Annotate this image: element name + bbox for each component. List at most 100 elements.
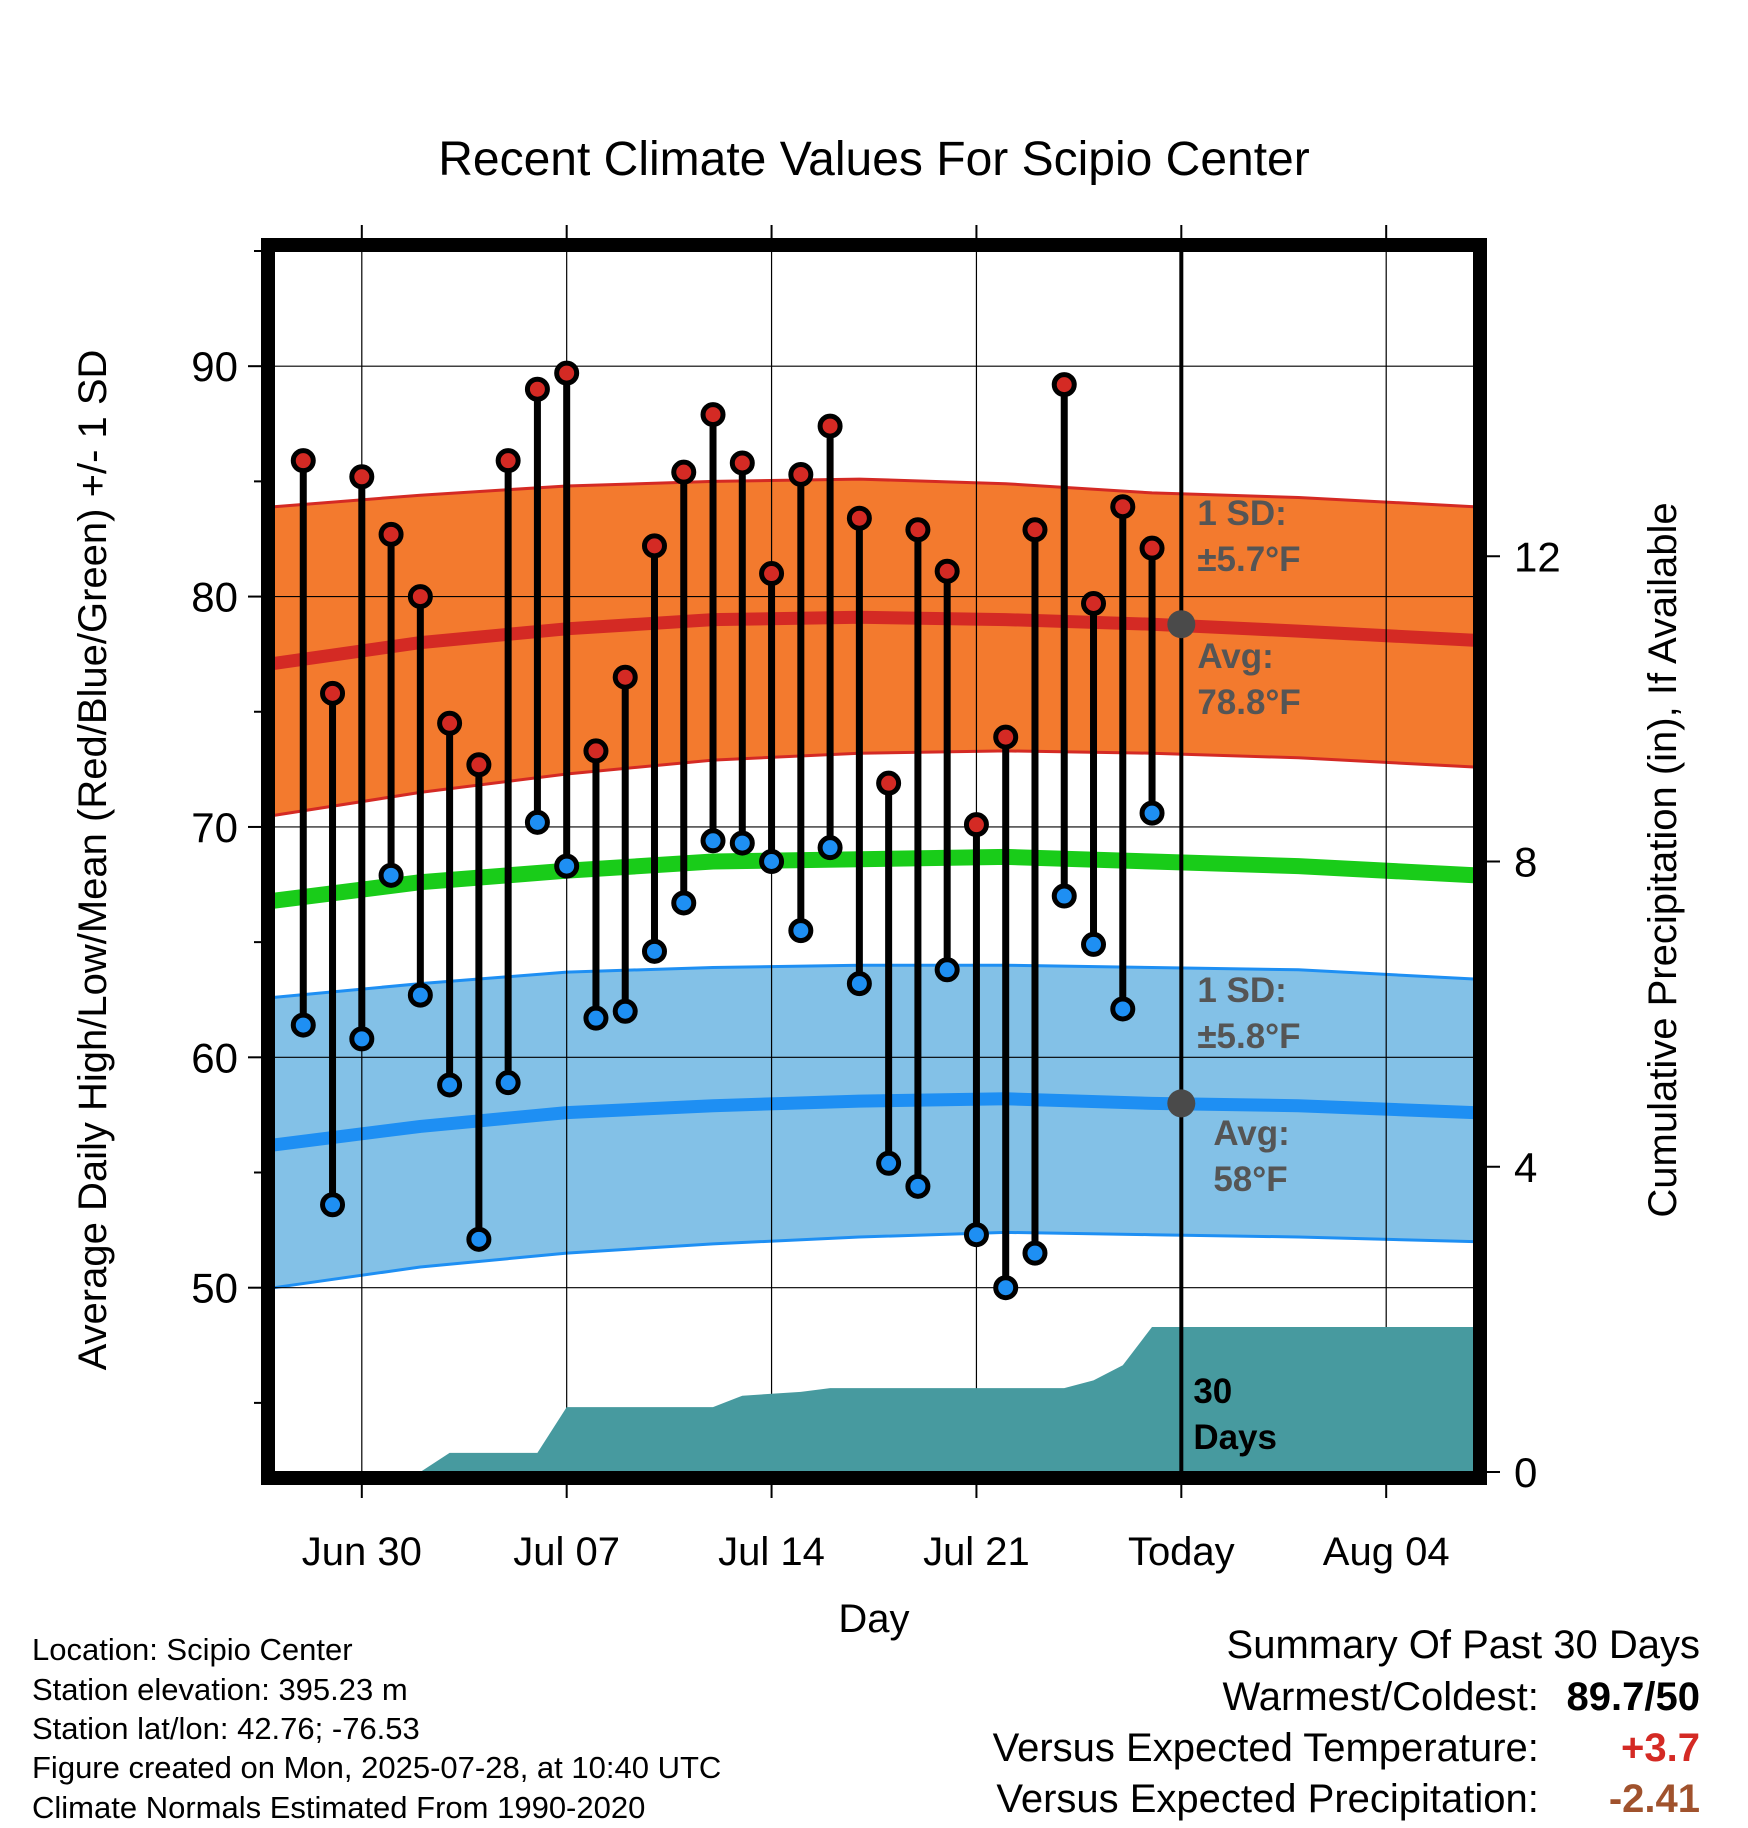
daily-low-point	[846, 971, 872, 997]
summary-temp-value: +3.7	[1621, 1726, 1700, 1770]
precip-area	[274, 1327, 1474, 1472]
daily-high-point	[1022, 517, 1048, 543]
normal-mean-line	[272, 848, 1475, 909]
x-tick-label: Today	[1128, 1530, 1235, 1574]
daily-high-point	[846, 505, 872, 531]
info-latlon: Station lat/lon: 42.76; -76.53	[32, 1711, 420, 1746]
daily-high-point	[378, 521, 404, 547]
y-tick-label: 80	[191, 574, 238, 621]
daily-high-point	[612, 664, 638, 690]
daily-low-point	[934, 957, 960, 983]
daily-high-point	[290, 448, 316, 474]
daily-low-point	[524, 809, 550, 835]
high-sd-band	[274, 479, 1474, 816]
daily-low-point	[1081, 931, 1107, 957]
summary-precip-value: -2.41	[1608, 1777, 1700, 1821]
daily-low-point	[1051, 883, 1077, 909]
daily-high-point	[963, 812, 989, 838]
daily-low-point	[817, 835, 843, 861]
summary-warmest-row: Warmest/Coldest: 89.7/50	[1223, 1677, 1701, 1717]
days-count-label: 30	[1193, 1372, 1232, 1411]
daily-low-point	[612, 998, 638, 1024]
summary-precip-row: Versus Expected Precipitation: -2.41	[996, 1779, 1700, 1819]
y2-axis-label: Cumulative Precipitation (in), If Availa…	[1641, 502, 1685, 1217]
x-tick-label: Aug 04	[1323, 1530, 1450, 1574]
summary-title: Summary Of Past 30 Days	[1226, 1623, 1700, 1667]
daily-high-point	[320, 680, 346, 706]
daily-low-point	[905, 1173, 931, 1199]
y2-tick-label: 4	[1514, 1144, 1537, 1191]
daily-high-point	[495, 448, 521, 474]
daily-high-point	[407, 584, 433, 610]
info-created: Figure created on Mon, 2025-07-28, at 10…	[32, 1750, 722, 1785]
low-sd-lower-line	[273, 1230, 1475, 1290]
daily-high-point	[759, 561, 785, 587]
summary-precip-label: Versus Expected Precipitation:	[996, 1777, 1539, 1821]
days-unit-label: Days	[1193, 1418, 1277, 1457]
low-sd-value: ±5.8°F	[1197, 1017, 1300, 1056]
daily-high-point	[671, 459, 697, 485]
high-sd-value: ±5.7°F	[1197, 540, 1300, 579]
summary-temp-row: Versus Expected Temperature: +3.7	[993, 1728, 1700, 1768]
daily-low-point	[788, 918, 814, 944]
daily-low-point	[641, 938, 667, 964]
daily-low-point	[729, 830, 755, 856]
x-tick-label: Jun 30	[302, 1530, 422, 1574]
daily-low-point	[583, 1005, 609, 1031]
daily-high-point	[437, 710, 463, 736]
daily-low-point	[290, 1012, 316, 1038]
x-axis-label: Day	[838, 1597, 909, 1641]
daily-low-point	[1022, 1240, 1048, 1266]
daily-high-point	[729, 450, 755, 476]
info-normals: Climate Normals Estimated From 1990-2020	[32, 1790, 646, 1825]
daily-high-point	[1139, 535, 1165, 561]
info-elevation: Station elevation: 395.23 m	[32, 1672, 408, 1707]
today-high-avg-marker	[1167, 610, 1196, 639]
plot-frame	[261, 238, 1487, 1485]
daily-low-point	[320, 1192, 346, 1218]
low-sd-band	[274, 965, 1474, 1288]
daily-high-point	[788, 461, 814, 487]
x-tick-label: Jul 21	[923, 1530, 1030, 1574]
daily-low-point	[349, 1026, 375, 1052]
high-sd-upper-line	[273, 477, 1475, 509]
y2-tick-label: 8	[1514, 839, 1537, 886]
low-avg-value: 58°F	[1213, 1160, 1287, 1199]
y-tick-label: 70	[191, 804, 238, 851]
daily-high-point	[466, 752, 492, 778]
daily-low-point	[1110, 996, 1136, 1022]
daily-low-point	[1139, 800, 1165, 826]
daily-high-point	[524, 376, 550, 402]
y2-tick-label: 12	[1514, 533, 1561, 580]
summary-warmest-label: Warmest/Coldest:	[1222, 1675, 1539, 1719]
daily-low-point	[700, 828, 726, 854]
daily-low-point	[671, 890, 697, 916]
summary-warmest-value: 89.7/50	[1566, 1675, 1700, 1719]
normal-low-line	[273, 1092, 1475, 1152]
y-tick-label: 90	[191, 343, 238, 390]
y-axis-label: Average Daily High/Low/Mean (Red/Blue/Gr…	[71, 350, 115, 1371]
daily-low-point	[437, 1072, 463, 1098]
low-sd-label: 1 SD:	[1197, 971, 1286, 1010]
daily-high-point	[700, 402, 726, 428]
daily-low-point	[378, 862, 404, 888]
daily-high-point	[583, 738, 609, 764]
daily-high-point	[817, 413, 843, 439]
daily-low-point	[466, 1226, 492, 1252]
daily-high-point	[1110, 494, 1136, 520]
daily-low-point	[495, 1070, 521, 1096]
daily-low-point	[963, 1222, 989, 1248]
daily-low-point	[554, 853, 580, 879]
daily-high-point	[554, 360, 580, 386]
high-avg-label: Avg:	[1197, 637, 1273, 676]
daily-low-point	[407, 982, 433, 1008]
daily-high-point	[1081, 590, 1107, 616]
daily-low-point	[993, 1275, 1019, 1301]
daily-high-point	[905, 517, 931, 543]
low-avg-label: Avg:	[1213, 1114, 1289, 1153]
x-tick-label: Jul 07	[513, 1530, 620, 1574]
daily-high-point	[876, 770, 902, 796]
daily-high-point	[1051, 372, 1077, 398]
daily-high-point	[641, 533, 667, 559]
